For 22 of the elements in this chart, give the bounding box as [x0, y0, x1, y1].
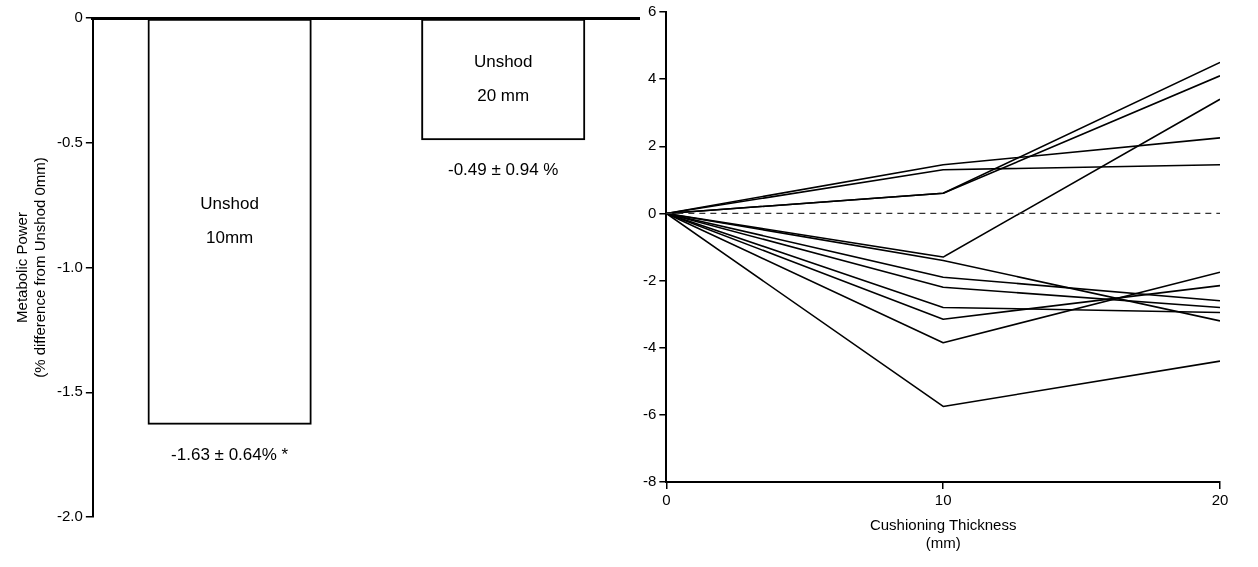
y-tick-label: 0 — [647, 203, 657, 221]
x-tick-label: 20 — [1211, 491, 1229, 509]
y-tick-label: -8 — [642, 472, 657, 490]
y-tick-label: -6 — [642, 405, 657, 422]
x-axis-title: Cushioning Thickness (mm) — [869, 516, 1017, 552]
y-tick-label: 6 — [647, 2, 657, 20]
y-tick-label: 4 — [647, 69, 657, 87]
data-label: -1.63 ± 0.64% * — [171, 444, 289, 464]
y-tick-label: -4 — [642, 337, 657, 355]
x-tick-label: 10 — [934, 491, 952, 509]
y-tick-label: -2.0 — [56, 507, 83, 525]
y-tick-label: 2 — [647, 136, 657, 154]
x-tick-label: 0 — [662, 491, 671, 509]
x-tick-label: Unshod 20 mm — [473, 52, 533, 106]
x-tick-label: Unshod 10mm — [200, 194, 259, 248]
y-tick-label: -1.5 — [56, 382, 83, 400]
y-tick-label: 0 — [74, 8, 83, 26]
data-label: -0.49 ± 0.94 % — [447, 160, 559, 180]
y-tick-label: -1.0 — [56, 257, 83, 275]
y-axis-title: Metabolic Power (% difference from Unshod 0mm) — [13, 157, 49, 378]
y-tick-label: -0.5 — [56, 132, 83, 150]
y-tick-label: -2 — [642, 270, 657, 288]
